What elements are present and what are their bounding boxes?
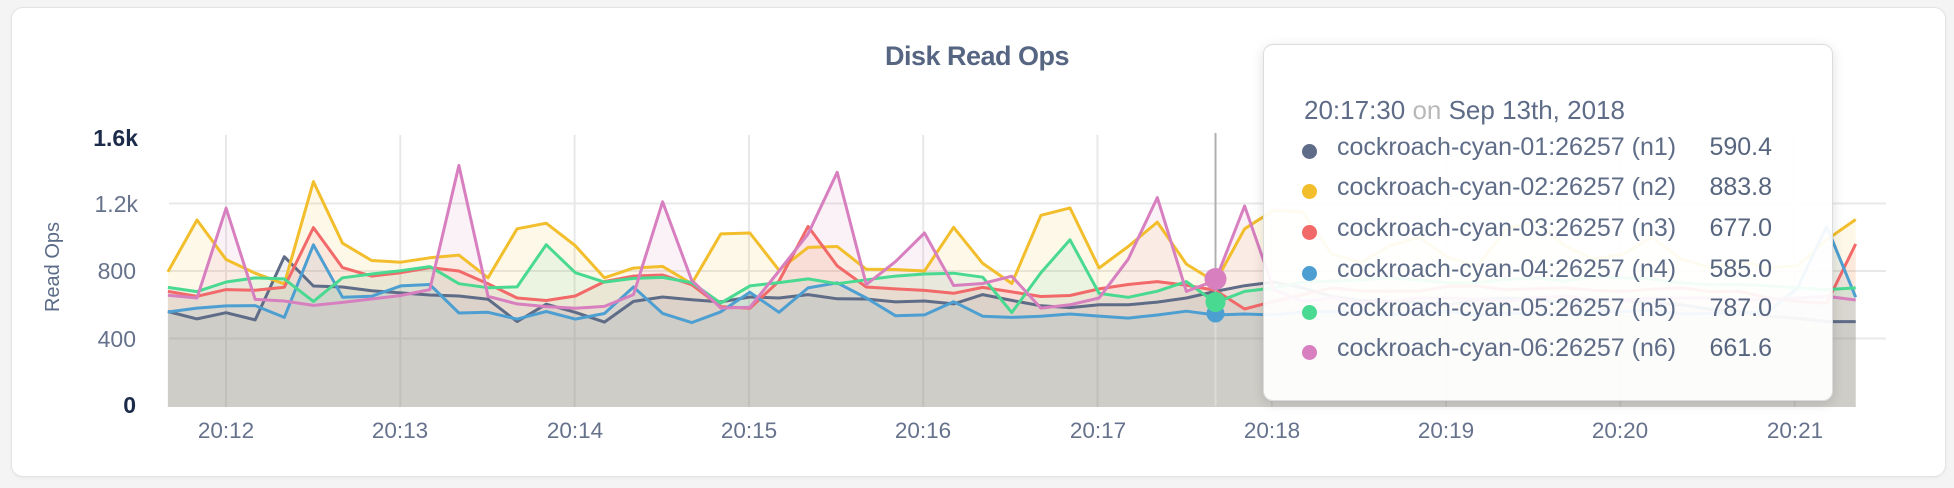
svg-text:20:16: 20:16: [895, 418, 951, 443]
svg-text:0: 0: [123, 392, 136, 418]
svg-text:1.6k: 1.6k: [93, 125, 138, 151]
svg-text:20:20: 20:20: [1592, 418, 1648, 443]
svg-text:20:13: 20:13: [372, 418, 428, 443]
svg-text:400: 400: [98, 326, 136, 352]
svg-text:20:19: 20:19: [1418, 418, 1474, 443]
svg-text:20:17: 20:17: [1070, 418, 1126, 443]
svg-text:20:15: 20:15: [721, 418, 777, 443]
svg-text:Read Ops: Read Ops: [42, 222, 64, 312]
svg-text:20:21: 20:21: [1767, 418, 1823, 443]
svg-text:800: 800: [98, 258, 136, 284]
svg-text:20:14: 20:14: [547, 418, 603, 443]
svg-text:1.2k: 1.2k: [95, 191, 139, 217]
svg-text:20:12: 20:12: [198, 418, 254, 443]
svg-text:20:18: 20:18: [1244, 418, 1300, 443]
